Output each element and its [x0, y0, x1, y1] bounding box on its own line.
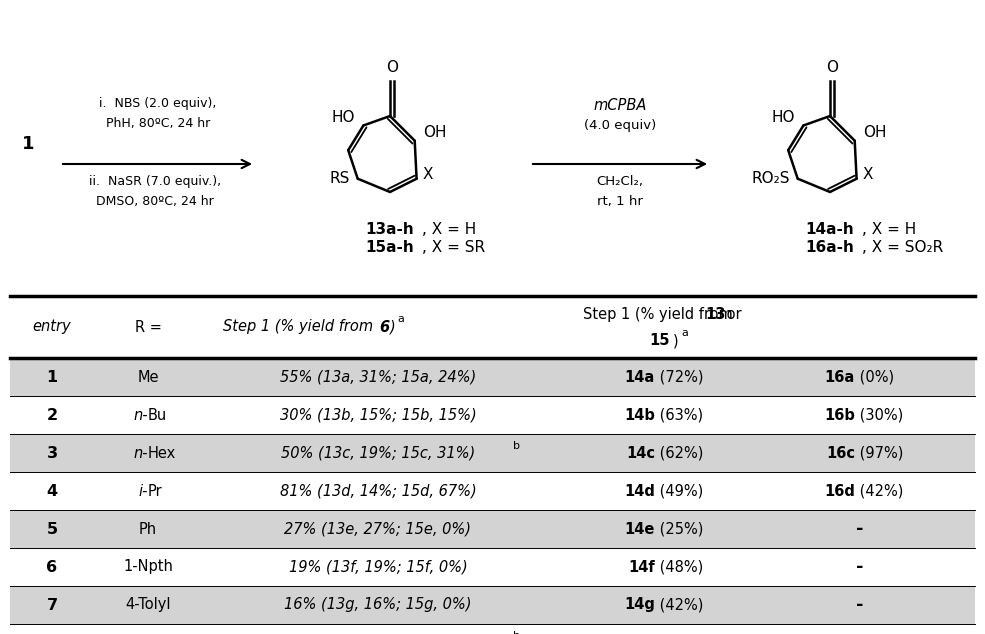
Text: entry: entry — [33, 320, 71, 335]
Text: 14g: 14g — [624, 597, 655, 612]
Text: 1: 1 — [22, 135, 34, 153]
Text: 2: 2 — [46, 408, 57, 422]
Text: (49%): (49%) — [655, 484, 703, 498]
Text: 55% (13a, 31%; 15a, 24%): 55% (13a, 31%; 15a, 24%) — [280, 370, 476, 384]
Text: ii.  NaSR (7.0 equiv.),: ii. NaSR (7.0 equiv.), — [89, 176, 221, 188]
Text: 14a: 14a — [624, 370, 655, 384]
Text: a: a — [681, 328, 688, 338]
Bar — [10, 586, 975, 624]
Text: R =: R = — [135, 320, 162, 335]
Text: X: X — [423, 167, 433, 182]
Text: -: - — [856, 558, 864, 576]
Text: (42%): (42%) — [855, 484, 903, 498]
Bar — [10, 548, 975, 586]
Text: (48%): (48%) — [655, 559, 703, 574]
Bar — [10, 472, 975, 510]
Text: -: - — [856, 520, 864, 538]
Text: 1-Npth: 1-Npth — [123, 559, 173, 574]
Text: ): ) — [673, 333, 679, 348]
Text: 19% (13f, 19%; 15f, 0%): 19% (13f, 19%; 15f, 0%) — [289, 559, 467, 574]
Text: (62%): (62%) — [655, 446, 703, 460]
Text: , X = SO₂R: , X = SO₂R — [862, 240, 944, 256]
Text: 27% (13e, 27%; 15e, 0%): 27% (13e, 27%; 15e, 0%) — [285, 522, 472, 536]
Text: mCPBA: mCPBA — [593, 98, 647, 113]
Text: Step 1 (% yield from: Step 1 (% yield from — [224, 320, 378, 335]
Text: 16a-h: 16a-h — [806, 240, 854, 256]
Text: OH: OH — [423, 125, 446, 140]
Text: Bu: Bu — [148, 408, 167, 422]
Text: (30%): (30%) — [855, 408, 903, 422]
Bar — [10, 624, 975, 634]
Text: 14b: 14b — [624, 408, 655, 422]
Text: (97%): (97%) — [855, 446, 903, 460]
Text: (4.0 equiv): (4.0 equiv) — [584, 119, 656, 133]
Text: 6: 6 — [46, 559, 57, 574]
Bar — [10, 396, 975, 434]
Text: a: a — [397, 314, 404, 324]
Text: (63%): (63%) — [655, 408, 703, 422]
Text: , X = SR: , X = SR — [422, 240, 486, 256]
Text: HO: HO — [772, 110, 796, 125]
Text: OH: OH — [863, 125, 886, 140]
Text: 4-Tolyl: 4-Tolyl — [125, 597, 170, 612]
Text: 13: 13 — [705, 307, 725, 322]
Text: 16a: 16a — [824, 370, 855, 384]
Text: 16d: 16d — [824, 484, 855, 498]
Text: -: - — [856, 596, 864, 614]
Text: Me: Me — [137, 370, 159, 384]
Text: 13a-h: 13a-h — [365, 221, 415, 236]
Text: , X = H: , X = H — [422, 221, 477, 236]
Text: 6: 6 — [379, 320, 389, 335]
Text: 1: 1 — [46, 370, 57, 384]
Text: PhH, 80ºC, 24 hr: PhH, 80ºC, 24 hr — [105, 117, 210, 131]
Text: 5: 5 — [46, 522, 57, 536]
Text: 15: 15 — [650, 333, 670, 348]
Text: O: O — [386, 60, 398, 75]
Text: 14c: 14c — [626, 446, 655, 460]
Bar — [10, 296, 975, 358]
Text: HO: HO — [332, 110, 356, 125]
Text: (42%): (42%) — [655, 597, 703, 612]
Text: 3: 3 — [46, 446, 57, 460]
Text: DMSO, 80ºC, 24 hr: DMSO, 80ºC, 24 hr — [97, 195, 214, 209]
Text: b: b — [513, 441, 520, 451]
Text: RO₂S: RO₂S — [752, 171, 790, 186]
Text: Step 1 (% yield from: Step 1 (% yield from — [583, 307, 737, 322]
Text: n-: n- — [134, 408, 148, 422]
Text: , X = H: , X = H — [862, 221, 916, 236]
Text: rt, 1 hr: rt, 1 hr — [597, 195, 643, 207]
Text: (0%): (0%) — [855, 370, 894, 384]
Text: 81% (13d, 14%; 15d, 67%): 81% (13d, 14%; 15d, 67%) — [280, 484, 477, 498]
Text: 14e: 14e — [624, 522, 655, 536]
Text: b: b — [513, 631, 520, 634]
Text: 7: 7 — [46, 597, 57, 612]
Text: RS: RS — [329, 171, 350, 186]
Text: 16% (13g, 16%; 15g, 0%): 16% (13g, 16%; 15g, 0%) — [285, 597, 472, 612]
Text: 50% (13c, 19%; 15c, 31%): 50% (13c, 19%; 15c, 31%) — [281, 446, 475, 460]
Text: X: X — [863, 167, 873, 182]
Text: 4: 4 — [46, 484, 57, 498]
Text: 16b: 16b — [824, 408, 855, 422]
Text: ): ) — [390, 320, 396, 335]
Text: (72%): (72%) — [655, 370, 703, 384]
Text: 15a-h: 15a-h — [365, 240, 415, 256]
Text: 14f: 14f — [628, 559, 655, 574]
Text: 16c: 16c — [826, 446, 855, 460]
Text: CH₂Cl₂,: CH₂Cl₂, — [597, 176, 643, 188]
Bar — [10, 434, 975, 472]
Text: 14d: 14d — [624, 484, 655, 498]
Text: (25%): (25%) — [655, 522, 703, 536]
Text: i-: i- — [139, 484, 148, 498]
Text: i.  NBS (2.0 equiv),: i. NBS (2.0 equiv), — [99, 98, 217, 110]
Text: 30% (13b, 15%; 15b, 15%): 30% (13b, 15%; 15b, 15%) — [280, 408, 477, 422]
Bar — [10, 510, 975, 548]
Text: Ph: Ph — [139, 522, 157, 536]
Bar — [10, 358, 975, 396]
Text: O: O — [826, 60, 838, 75]
Text: 14a-h: 14a-h — [806, 221, 854, 236]
Text: Pr: Pr — [148, 484, 163, 498]
Text: n-: n- — [134, 446, 148, 460]
Text: or: or — [722, 307, 742, 322]
Text: Hex: Hex — [148, 446, 176, 460]
